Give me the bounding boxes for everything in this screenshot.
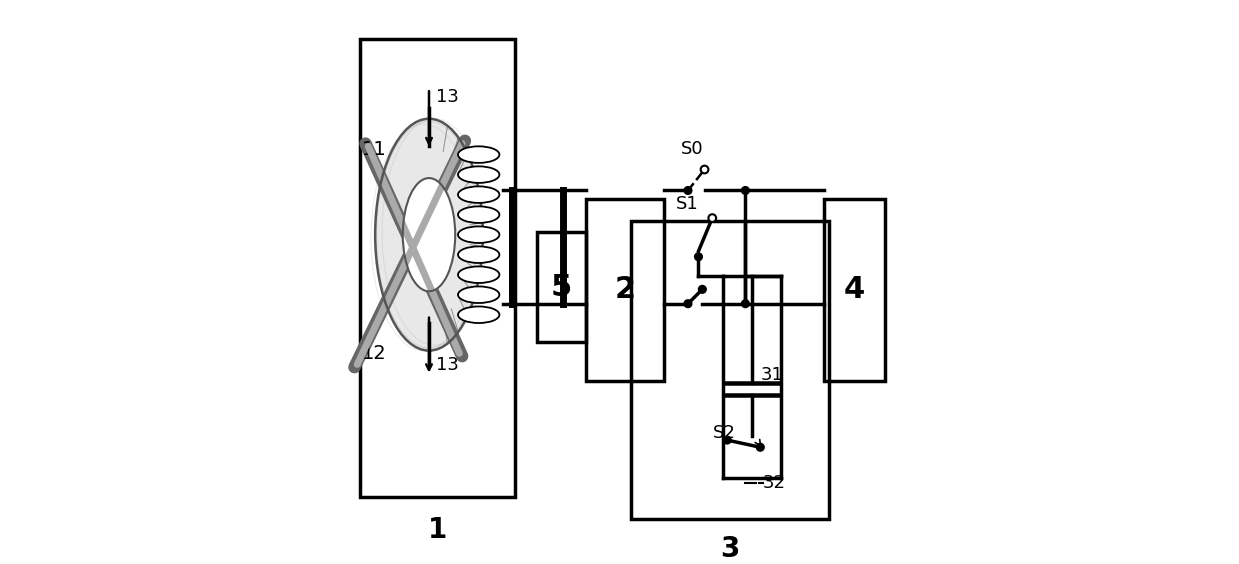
Circle shape [684,187,691,195]
Bar [361,39,514,497]
Ellipse shape [458,266,499,283]
Circle shape [757,443,764,451]
Ellipse shape [375,118,483,351]
Text: 3: 3 [720,535,740,563]
Ellipse shape [458,186,499,203]
Ellipse shape [458,246,499,263]
Circle shape [695,253,703,261]
Circle shape [724,436,731,444]
Text: 32: 32 [763,474,786,492]
Ellipse shape [458,166,499,183]
Bar [586,199,664,381]
Text: S2: S2 [714,425,736,442]
Ellipse shape [458,146,499,163]
Text: 11: 11 [362,139,387,158]
Circle shape [741,300,750,307]
Text: 12: 12 [362,344,387,363]
Text: 1: 1 [427,516,447,544]
Text: 2: 2 [615,275,636,305]
Ellipse shape [458,226,499,243]
Text: 13: 13 [436,89,458,107]
Circle shape [684,300,691,307]
Bar [536,232,586,342]
Text: 5: 5 [551,272,572,302]
Bar [631,221,829,519]
Ellipse shape [458,206,499,223]
Ellipse shape [458,287,499,303]
Circle shape [699,285,706,293]
Text: 4: 4 [844,275,865,305]
Ellipse shape [403,178,455,291]
Bar [824,199,885,381]
Circle shape [709,214,716,222]
Ellipse shape [458,306,499,323]
Text: 13: 13 [436,356,458,374]
Text: S1: S1 [676,195,699,213]
Circle shape [701,166,709,173]
Text: S0: S0 [681,140,704,158]
Circle shape [741,187,750,195]
Text: 31: 31 [761,367,783,385]
